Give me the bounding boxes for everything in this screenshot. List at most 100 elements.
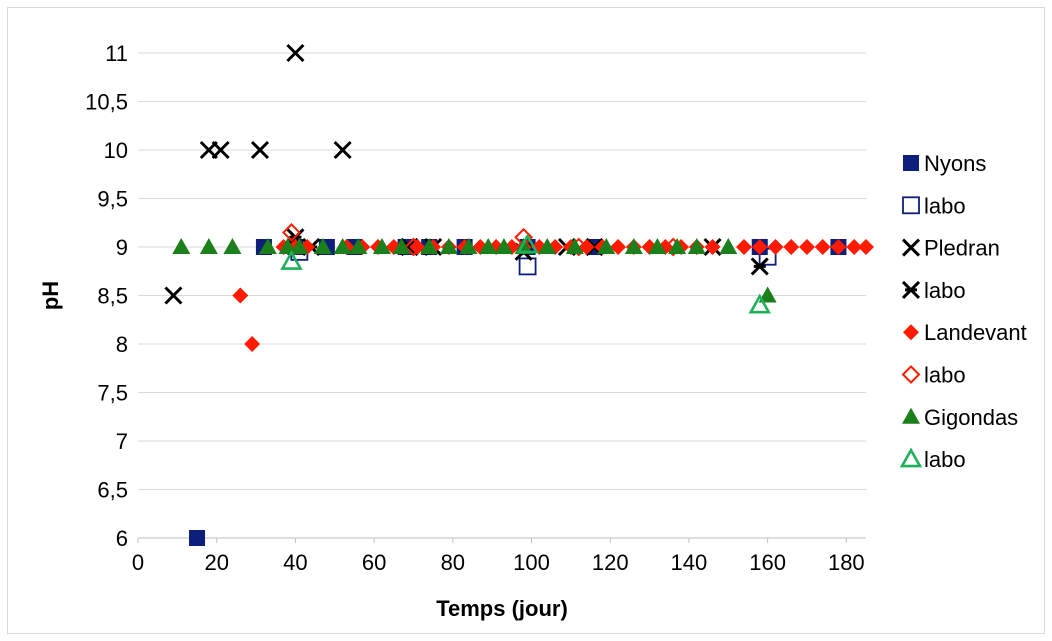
legend: Nyons labo Pledran labo Landevant labo Gigonda… [899, 151, 1027, 472]
data-point [748, 293, 771, 314]
legend-marker [903, 155, 919, 171]
data-point [516, 233, 539, 254]
x-tick-label: 180 [828, 550, 865, 575]
x-tick-label: 60 [362, 550, 386, 575]
y-tick-labels: 6 6,5 7 7,5 8 8,5 9 9,5 10 10,5 11 [85, 41, 128, 551]
data-point [232, 287, 249, 304]
x-tick-label: 20 [204, 550, 228, 575]
data-point [349, 238, 368, 254]
data-point [313, 238, 332, 254]
data-point [704, 239, 721, 255]
data-point [333, 140, 352, 160]
y-tick-label: 9,5 [97, 187, 128, 212]
data-point [518, 257, 537, 276]
data-point [392, 238, 411, 254]
data-point [278, 238, 297, 254]
data-point [668, 238, 687, 254]
data-point [199, 238, 218, 254]
x-tick-labels: 0 20 40 60 80 100 120 140 160 180 [132, 538, 865, 575]
series-6 [172, 238, 777, 303]
data-point [597, 238, 616, 254]
legend-marker [901, 238, 921, 257]
legend-marker [901, 365, 921, 384]
data-point [846, 239, 863, 255]
legend-item: Nyons [903, 151, 986, 176]
legend-label: labo [924, 363, 966, 388]
x-tick-label: 80 [441, 550, 465, 575]
data-point [858, 239, 874, 255]
data-point [479, 238, 498, 254]
data-point [648, 238, 667, 254]
y-tick-label: 9 [116, 235, 128, 260]
legend-item: Landevant [903, 320, 1027, 345]
data-point [223, 238, 242, 254]
data-point [172, 238, 191, 254]
data-point [750, 257, 769, 276]
data-point [736, 239, 753, 255]
legend-label: labo [924, 278, 966, 303]
data-markers [164, 43, 874, 546]
x-tick-label: 100 [513, 550, 550, 575]
data-point [258, 238, 277, 254]
data-point [758, 247, 777, 266]
data-point [404, 237, 423, 257]
legend-item: labo [899, 447, 966, 472]
legend-label: labo [924, 193, 966, 218]
legend-item: labo [902, 193, 966, 218]
y-axis-title: pH [38, 281, 63, 310]
data-point [286, 43, 305, 63]
data-point [189, 530, 206, 546]
data-point [767, 239, 784, 255]
data-point [333, 238, 352, 254]
legend-label: labo [924, 447, 966, 472]
legend-marker [901, 280, 921, 299]
data-point [372, 238, 391, 254]
legend-item: labo [901, 278, 966, 303]
legend-item: Gigondas [902, 405, 1018, 430]
data-point [211, 140, 230, 160]
x-tick-label: 120 [592, 550, 629, 575]
y-tick-label: 7,5 [97, 381, 128, 406]
data-point [250, 140, 270, 160]
data-point [798, 239, 815, 255]
series-2 [164, 43, 722, 305]
data-point [409, 239, 426, 255]
data-point [687, 238, 706, 254]
data-point [439, 238, 458, 254]
data-point [290, 238, 309, 254]
x-tick-label: 40 [283, 550, 307, 575]
legend-label: Nyons [924, 151, 986, 176]
legend-marker [899, 447, 923, 468]
data-point [282, 223, 301, 242]
y-tick-label: 6,5 [97, 478, 128, 503]
data-point [751, 239, 768, 255]
legend-item: labo [901, 363, 966, 388]
data-point [830, 239, 847, 255]
data-point [244, 336, 261, 352]
data-point [624, 238, 643, 254]
data-point [565, 238, 584, 254]
data-point [420, 238, 439, 254]
data-point [494, 238, 513, 254]
legend-marker [902, 196, 920, 215]
y-tick-label: 10,5 [85, 90, 128, 115]
data-point [538, 238, 557, 254]
legend-label: Landevant [924, 320, 1027, 345]
data-point [758, 286, 777, 303]
chart-frame [7, 7, 1045, 634]
data-point [814, 239, 831, 255]
y-tick-label: 6 [116, 526, 128, 551]
data-point [280, 249, 303, 270]
y-tick-label: 8 [116, 332, 128, 357]
data-point [164, 286, 183, 305]
series-7 [280, 233, 771, 314]
y-tick-label: 7 [116, 429, 128, 454]
x-tick-label: 140 [671, 550, 708, 575]
data-point [459, 238, 478, 254]
y-tick-label: 10 [104, 138, 128, 163]
legend-marker [902, 407, 920, 424]
y-tick-label: 8,5 [97, 284, 128, 309]
x-tick-label: 0 [132, 550, 144, 575]
data-point [719, 238, 738, 254]
